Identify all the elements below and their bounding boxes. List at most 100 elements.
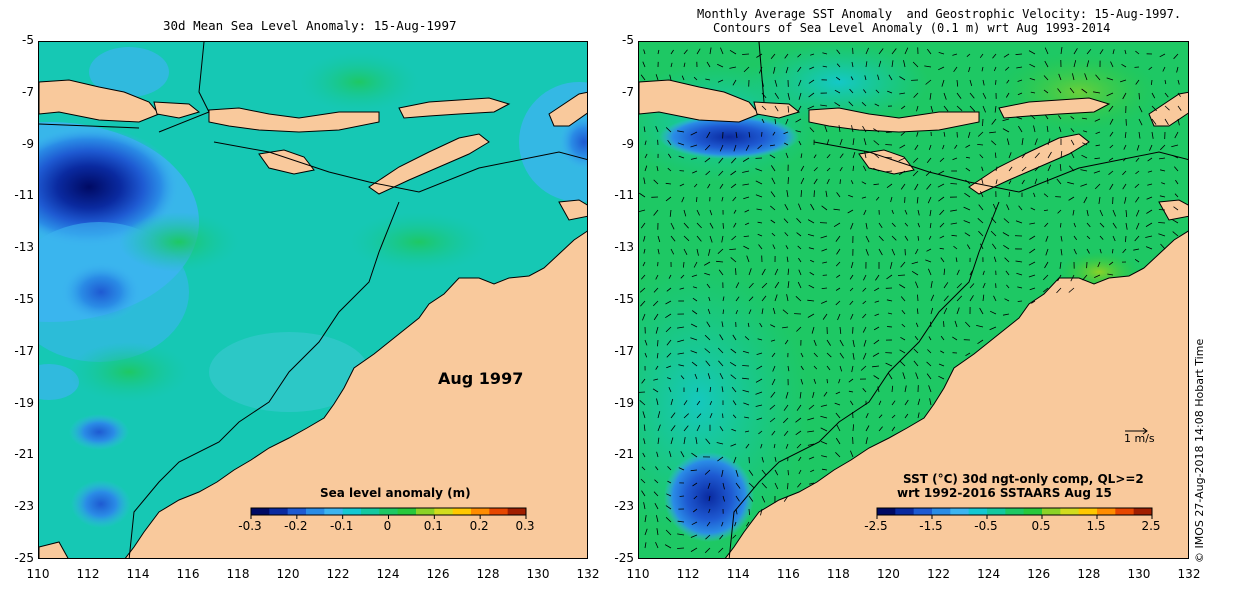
velocity-vector (644, 528, 648, 536)
velocity-vector (912, 170, 919, 177)
velocity-vector (820, 235, 828, 239)
velocity-vector (755, 168, 763, 172)
velocity-vector (744, 336, 750, 341)
velocity-vector (800, 153, 803, 159)
velocity-vector (735, 482, 741, 489)
velocity-vector (654, 479, 659, 484)
velocity-vector (748, 495, 754, 502)
velocity-vector (683, 49, 688, 55)
velocity-vector (863, 89, 867, 94)
velocity-vector (1175, 179, 1179, 185)
velocity-vector (1046, 125, 1049, 133)
velocity-vector (666, 365, 672, 369)
left-colorbar-label: Sea level anomaly (m) (320, 486, 471, 500)
velocity-vector (901, 309, 906, 315)
velocity-vector (1106, 92, 1114, 97)
velocity-vector (1151, 79, 1153, 85)
anomaly-patch (349, 212, 489, 272)
velocity-scale-label: 1 m/s (1124, 432, 1155, 445)
velocity-vector (643, 235, 646, 242)
velocity-vector (733, 209, 737, 214)
velocity-vector (1099, 209, 1104, 217)
velocity-vector (1082, 130, 1088, 133)
x-tick-label: 132 (576, 567, 600, 581)
colorbar-tick-label: -0.3 (238, 519, 262, 533)
velocity-vector (640, 222, 646, 229)
velocity-vector (795, 296, 802, 302)
velocity-vector (761, 79, 764, 87)
velocity-vector (757, 221, 763, 224)
velocity-vector (954, 144, 958, 149)
velocity-vector (891, 209, 894, 214)
velocity-vector (1057, 88, 1062, 94)
velocity-vector (888, 74, 893, 81)
velocity-vector (717, 456, 724, 462)
velocity-vector (1174, 131, 1179, 139)
velocity-vector (1151, 92, 1156, 99)
velocity-vector (902, 372, 906, 380)
velocity-vector (1112, 222, 1117, 229)
velocity-vector (1003, 53, 1010, 58)
velocity-vector (989, 131, 997, 134)
velocity-vector (811, 326, 815, 334)
anomaly-patch (559, 114, 587, 170)
velocity-vector (717, 79, 724, 83)
velocity-vector (770, 205, 776, 211)
velocity-vector (926, 248, 932, 252)
velocity-vector (774, 482, 779, 490)
x-tick-label: 112 (76, 567, 100, 581)
colorbar-tick-label: -1.5 (919, 519, 943, 533)
velocity-vector (742, 389, 750, 393)
velocity-vector (930, 294, 935, 302)
velocity-vector (1106, 77, 1114, 81)
velocity-vector (849, 287, 854, 292)
velocity-vector (683, 209, 687, 217)
velocity-vector (677, 142, 685, 146)
timor-land (368, 133, 490, 195)
velocity-vector (761, 105, 767, 111)
velocity-vector (1174, 193, 1179, 198)
velocity-vector (639, 209, 646, 213)
velocity-vector (670, 235, 676, 242)
velocity-vector (993, 256, 997, 263)
velocity-vector (719, 373, 724, 380)
y-tick-label: -5 (622, 33, 634, 47)
velocity-vector (878, 400, 882, 406)
velocity-vector (774, 456, 777, 462)
velocity-vector (1164, 118, 1169, 126)
velocity-vector (943, 105, 949, 112)
velocity-vector (716, 260, 724, 263)
velocity-vector (653, 287, 659, 293)
velocity-vector (644, 165, 648, 172)
velocity-vector (643, 502, 646, 510)
velocity-vector (1138, 118, 1143, 126)
velocity-vector (706, 521, 711, 527)
velocity-vector (770, 391, 776, 398)
velocity-vector (787, 281, 790, 289)
velocity-vector (1094, 118, 1101, 122)
velocity-vector (729, 248, 737, 250)
velocity-vector (899, 76, 906, 81)
velocity-vector (683, 425, 689, 432)
velocity-vector (800, 177, 805, 185)
velocity-vector (798, 203, 802, 211)
velocity-vector (1122, 170, 1127, 176)
sumbawa-flores-land (208, 107, 380, 133)
velocity-vector (1080, 169, 1088, 172)
velocity-vector (836, 274, 841, 278)
velocity-vector (704, 272, 711, 276)
velocity-vector (1151, 118, 1157, 125)
velocity-vector (928, 268, 932, 276)
velocity-vector (873, 140, 880, 146)
velocity-vector (991, 118, 997, 125)
y-tick-label: -19 (14, 395, 34, 410)
velocity-vector (1057, 274, 1062, 282)
velocity-vector (677, 130, 685, 133)
velocity-vector (850, 313, 854, 320)
colorbar-segment (1005, 508, 1025, 515)
velocity-vector (926, 373, 932, 380)
velocity-vector (693, 261, 698, 268)
velocity-vector (1015, 260, 1023, 263)
velocity-vector (1095, 131, 1101, 134)
velocity-vector (938, 66, 945, 71)
